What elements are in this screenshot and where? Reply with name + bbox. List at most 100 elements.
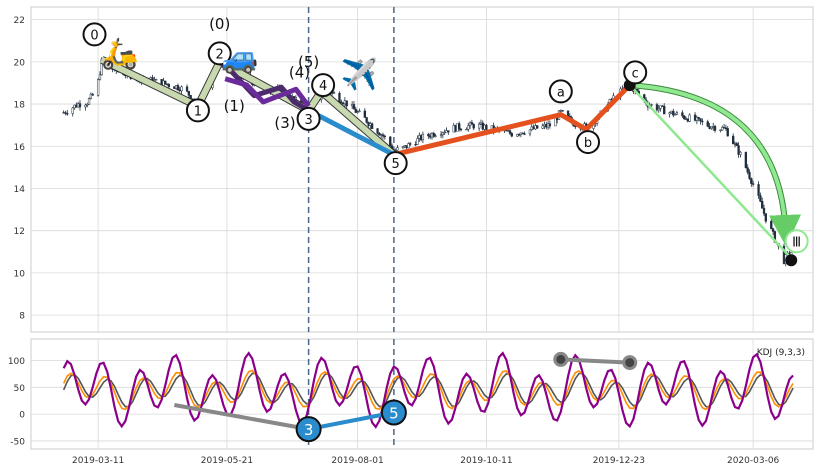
- candle-body: [559, 110, 562, 112]
- divergence-label: 5: [389, 405, 399, 423]
- candle-body: [458, 123, 461, 130]
- candle-body: [701, 120, 704, 123]
- wave-label-circle: [207, 41, 232, 66]
- candle-body: [561, 110, 564, 112]
- candle-body: [187, 90, 191, 96]
- candle-body: [744, 152, 748, 168]
- wave-label-circle: [296, 106, 321, 131]
- candle-body: [517, 134, 521, 136]
- candle-body: [710, 126, 713, 129]
- candle-body: [534, 125, 537, 130]
- candle-body: [548, 123, 552, 127]
- candle-body: [655, 104, 659, 111]
- candle-body: [445, 130, 448, 133]
- candle-body: [713, 126, 717, 131]
- candle-body: [89, 93, 93, 99]
- candle-body: [510, 133, 513, 137]
- candle-body: [467, 125, 470, 130]
- candle-body: [459, 128, 463, 131]
- candle-body: [536, 125, 539, 129]
- wave-label: 5: [392, 157, 400, 172]
- candle-body: [657, 108, 660, 111]
- wave-label: (1): [224, 97, 245, 115]
- candle-body: [472, 124, 475, 129]
- price-ytick-label: 18: [14, 101, 26, 111]
- candle-body: [735, 143, 738, 146]
- candle-body: [409, 143, 412, 145]
- candle-body: [771, 228, 775, 232]
- candle-body: [64, 112, 67, 114]
- candle-body: [405, 145, 408, 149]
- wave-label-circle: [185, 98, 210, 123]
- candle-body: [352, 104, 356, 110]
- candle-body: [507, 130, 510, 132]
- candle-body: [724, 127, 728, 129]
- candle-body: [521, 132, 524, 134]
- xtick-label: 2019-03-11: [72, 456, 124, 466]
- candle-body: [546, 123, 550, 128]
- candle-body: [378, 133, 381, 136]
- candle-body: [528, 129, 532, 135]
- candle-body: [383, 135, 386, 138]
- xtick-label: 2019-12-23: [593, 456, 645, 466]
- candle-body: [706, 121, 709, 127]
- candle-body: [178, 89, 181, 92]
- candle-body: [661, 105, 664, 107]
- candle-body: [421, 133, 425, 141]
- target-arc: [629, 83, 802, 247]
- wave-line: [100, 57, 311, 114]
- xtick-label: 2019-08-01: [331, 456, 383, 466]
- candle-body: [91, 93, 94, 96]
- kdj-ytick-label: 0: [19, 411, 25, 421]
- candle-body: [697, 117, 700, 119]
- candle-body: [762, 208, 766, 214]
- candle-body: [566, 110, 570, 117]
- candle-body: [721, 127, 724, 131]
- candle-body: [332, 92, 336, 94]
- candle-body: [165, 83, 169, 85]
- candle-body: [175, 85, 178, 89]
- xtick-label: 2019-10-11: [460, 456, 512, 466]
- candle-body: [479, 122, 483, 125]
- divergence-marker: [295, 416, 322, 443]
- kdj-panel: -50 0 50 100 2019-03-11 2019-05-21 2019-08-01 2…: [8, 338, 814, 466]
- candle-body: [530, 126, 533, 130]
- candle-body: [155, 79, 158, 81]
- wave-line: [218, 59, 310, 113]
- price-plot-area: [30, 6, 814, 333]
- candle-body: [341, 102, 345, 105]
- candle-body: [432, 133, 435, 137]
- wave-label: b: [584, 136, 592, 151]
- candle-body: [403, 145, 406, 147]
- wave-line: [307, 108, 396, 157]
- candle-body: [737, 145, 740, 155]
- price-ytick-label: 20: [14, 58, 26, 68]
- kdj-ytick-label: 100: [8, 357, 25, 367]
- candle-body: [761, 201, 764, 209]
- candle-body: [71, 107, 74, 114]
- xtick-label: 2020-03-06: [727, 456, 780, 466]
- candle-body: [516, 134, 519, 137]
- candle-body: [414, 143, 417, 146]
- target-line: [628, 84, 793, 259]
- wave-label: 2: [216, 47, 224, 62]
- candle-body: [719, 129, 722, 132]
- candle-body: [356, 111, 359, 113]
- candle-body: [370, 123, 374, 129]
- candle-body: [340, 101, 343, 104]
- candle-body: [396, 147, 399, 151]
- candle-body: [365, 117, 368, 123]
- candle-body: [363, 110, 366, 118]
- candle-body: [726, 128, 729, 137]
- wave-label: (2): [233, 53, 254, 71]
- candle-body: [419, 135, 423, 141]
- wave-line: [393, 83, 632, 158]
- candle-body: [746, 167, 749, 173]
- candle-body: [456, 123, 459, 132]
- candle-body: [481, 122, 484, 130]
- candle-body: [443, 131, 446, 134]
- divergence-marker: [380, 399, 407, 426]
- candle-body: [164, 80, 167, 85]
- candle-body: [167, 84, 171, 87]
